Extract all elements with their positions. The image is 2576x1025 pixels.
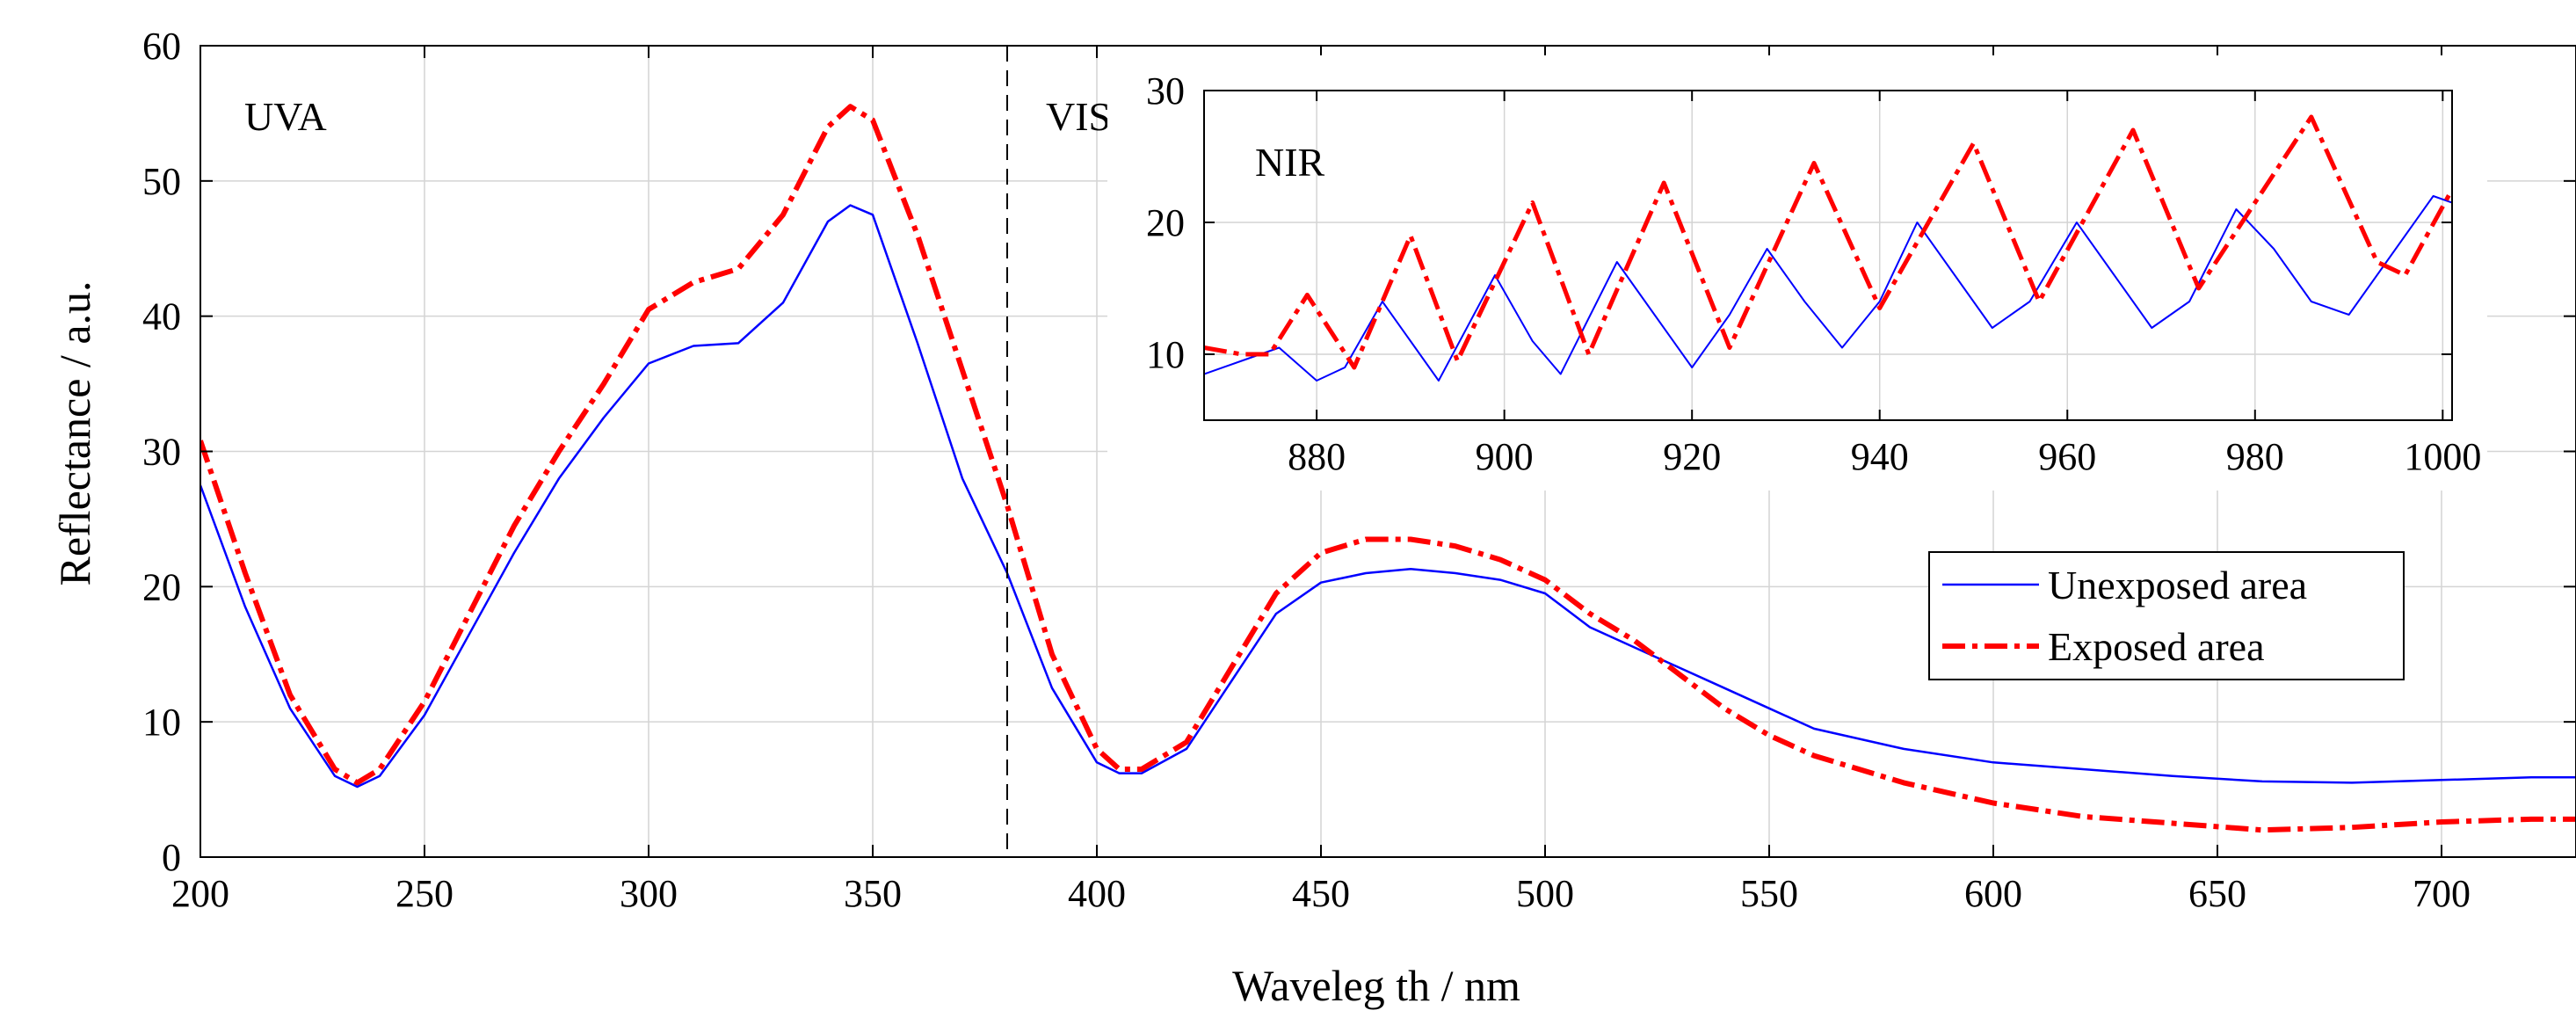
legend: Unexposed area Exposed area: [1928, 551, 2405, 680]
x-tick-label: 600: [1964, 872, 2022, 915]
x-tick-label: 900: [1476, 435, 1534, 478]
y-tick-label: 0: [162, 836, 181, 879]
inset-x-tick-labels: 880 900 920 940 960 980 1000: [1288, 435, 2481, 478]
region-label-vis: VIS: [1046, 94, 1111, 139]
main-x-tick-labels: 200 250 300 350 400 450 500 550 600 650 700: [171, 872, 2471, 915]
y-tick-label: 20: [142, 565, 181, 608]
x-tick-label: 960: [2038, 435, 2096, 478]
x-tick-label: 940: [1851, 435, 1909, 478]
x-tick-label: 250: [395, 872, 454, 915]
y-tick-label: 10: [1146, 333, 1185, 376]
legend-label-exposed: Exposed area: [2048, 624, 2265, 669]
x-tick-label: 450: [1292, 872, 1350, 915]
x-tick-label: 1000: [2404, 435, 2481, 478]
inset-background: [1107, 55, 2487, 491]
x-tick-label: 400: [1068, 872, 1126, 915]
x-tick-label: 350: [844, 872, 902, 915]
inset-tick-marks: [1204, 90, 2452, 420]
x-tick-label: 880: [1288, 435, 1346, 478]
x-tick-label: 500: [1516, 872, 1574, 915]
x-tick-label: 920: [1663, 435, 1721, 478]
inset-title-nir: NIR: [1255, 140, 1325, 185]
y-tick-label: 50: [142, 160, 181, 203]
inset-series: [1204, 114, 2452, 382]
x-tick-label: 550: [1740, 872, 1798, 915]
region-label-uva: UVA: [244, 94, 327, 139]
y-tick-label: 30: [1146, 69, 1185, 113]
inset-y-tick-labels: 10 20 30: [1146, 69, 1185, 376]
x-tick-label: 300: [620, 872, 678, 915]
y-tick-label: 10: [142, 701, 181, 744]
y-tick-label: 30: [142, 431, 181, 474]
y-tick-label: 60: [142, 25, 181, 68]
x-tick-label: 650: [2188, 872, 2246, 915]
x-axis-title: Waveleg th / nm: [1232, 961, 1520, 1010]
x-tick-label: 200: [171, 872, 229, 915]
series-line-exposed: [1204, 114, 2452, 370]
y-axis-title: Reflectance / a.u.: [50, 280, 99, 585]
y-tick-label: 40: [142, 295, 181, 338]
series-line-unexposed: [200, 204, 2576, 789]
series-line-exposed: [200, 104, 2576, 833]
y-tick-label: 20: [1146, 201, 1185, 244]
main-series: [200, 104, 2576, 833]
legend-box: [1928, 551, 2405, 680]
x-tick-label: 980: [2226, 435, 2284, 478]
series-line-unexposed: [1204, 195, 2452, 382]
x-tick-label: 700: [2413, 872, 2471, 915]
inset-plot-frame: [1203, 90, 2453, 421]
legend-label-unexposed: Unexposed area: [2048, 563, 2307, 607]
main-y-tick-labels: 0 10 20 30 40 50 60: [142, 25, 181, 879]
